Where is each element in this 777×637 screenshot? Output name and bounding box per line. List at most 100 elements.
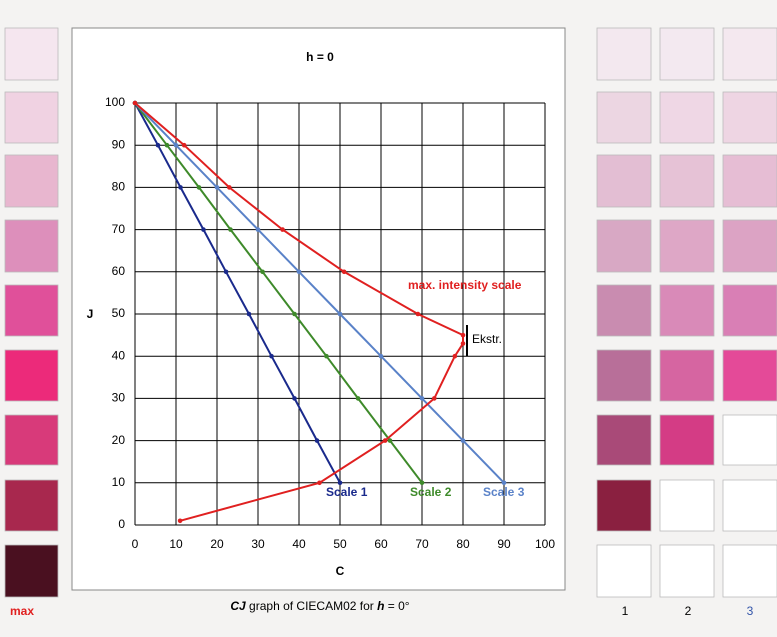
x-tick-label: 100 bbox=[535, 537, 555, 551]
point bbox=[227, 185, 232, 190]
x-tick-label: 50 bbox=[333, 537, 347, 551]
swatch bbox=[5, 285, 58, 336]
y-tick-label: 40 bbox=[112, 348, 126, 362]
swatch bbox=[597, 545, 651, 597]
caption-part: graph of CIECAM02 for bbox=[246, 599, 377, 613]
y-tick-label: 0 bbox=[118, 517, 125, 531]
point bbox=[174, 143, 179, 148]
swatch bbox=[5, 545, 58, 597]
swatch bbox=[597, 350, 651, 401]
point bbox=[133, 101, 138, 106]
point bbox=[317, 481, 322, 486]
swatch bbox=[5, 480, 58, 531]
point bbox=[315, 438, 320, 443]
point bbox=[420, 396, 425, 401]
series-label: Scale 1 bbox=[326, 485, 368, 499]
swatch bbox=[660, 92, 714, 143]
x-tick-label: 30 bbox=[251, 537, 265, 551]
swatch bbox=[597, 220, 651, 272]
caption-part: CJ bbox=[230, 599, 246, 613]
point bbox=[215, 185, 220, 190]
point bbox=[292, 312, 297, 317]
figure: h = 0 J C max CJ graph of CIECAM02 for h… bbox=[0, 0, 777, 637]
swatch bbox=[723, 220, 777, 272]
point bbox=[416, 312, 421, 317]
swatch bbox=[5, 415, 58, 465]
x-tick-label: 0 bbox=[132, 537, 139, 551]
swatch bbox=[5, 155, 58, 207]
x-tick-label: 60 bbox=[374, 537, 388, 551]
x-tick-label: 10 bbox=[169, 537, 183, 551]
point bbox=[356, 396, 361, 401]
column-label: 3 bbox=[747, 604, 754, 618]
swatch bbox=[660, 220, 714, 272]
y-tick-label: 30 bbox=[112, 391, 126, 405]
swatch bbox=[660, 155, 714, 207]
y-tick-label: 10 bbox=[112, 475, 126, 489]
y-tick-label: 60 bbox=[112, 264, 126, 278]
y-tick-label: 100 bbox=[105, 95, 125, 109]
series-label: Scale 3 bbox=[483, 485, 525, 499]
point bbox=[292, 396, 297, 401]
max-label: max bbox=[10, 604, 34, 618]
swatch bbox=[723, 480, 777, 531]
x-axis-label: C bbox=[336, 564, 345, 578]
swatch bbox=[597, 92, 651, 143]
point bbox=[342, 270, 347, 275]
y-tick-label: 20 bbox=[112, 433, 126, 447]
y-tick-label: 50 bbox=[112, 306, 126, 320]
swatch bbox=[723, 92, 777, 143]
point bbox=[324, 354, 329, 359]
swatch bbox=[597, 155, 651, 207]
swatch bbox=[660, 285, 714, 336]
point bbox=[280, 227, 285, 232]
swatch bbox=[723, 545, 777, 597]
x-tick-label: 70 bbox=[415, 537, 429, 551]
swatch bbox=[597, 480, 651, 531]
swatch bbox=[660, 545, 714, 597]
swatch bbox=[5, 350, 58, 401]
series-label: max. intensity scale bbox=[408, 278, 522, 292]
point bbox=[165, 143, 170, 148]
column-label: 1 bbox=[622, 604, 629, 618]
y-tick-label: 80 bbox=[112, 180, 126, 194]
swatch bbox=[723, 415, 777, 465]
swatch bbox=[723, 285, 777, 336]
point bbox=[256, 227, 261, 232]
point bbox=[156, 143, 161, 148]
swatch bbox=[597, 415, 651, 465]
series-label: Scale 2 bbox=[410, 485, 452, 499]
swatch bbox=[660, 350, 714, 401]
column-label: 2 bbox=[685, 604, 692, 618]
point bbox=[178, 518, 183, 523]
x-tick-label: 40 bbox=[292, 537, 306, 551]
swatch bbox=[5, 220, 58, 272]
x-tick-label: 80 bbox=[456, 537, 470, 551]
caption: CJ graph of CIECAM02 for h = 0° bbox=[230, 599, 409, 613]
swatch bbox=[660, 415, 714, 465]
swatch bbox=[723, 350, 777, 401]
point bbox=[453, 354, 458, 359]
x-tick-label: 20 bbox=[210, 537, 224, 551]
x-tick-label: 90 bbox=[497, 537, 511, 551]
left-swatches bbox=[5, 28, 58, 597]
point bbox=[338, 312, 343, 317]
swatch bbox=[723, 155, 777, 207]
y-tick-label: 70 bbox=[112, 222, 126, 236]
annotation: Ekstr. bbox=[472, 332, 502, 346]
point bbox=[461, 341, 466, 346]
point bbox=[461, 438, 466, 443]
point bbox=[461, 333, 466, 338]
swatch bbox=[660, 480, 714, 531]
swatch bbox=[5, 92, 58, 143]
swatch bbox=[5, 28, 58, 80]
caption-part: h bbox=[377, 599, 384, 613]
point bbox=[224, 270, 229, 275]
point bbox=[197, 185, 202, 190]
point bbox=[247, 312, 252, 317]
y-axis-label: J bbox=[87, 307, 94, 321]
swatch bbox=[723, 28, 777, 80]
swatch bbox=[597, 28, 651, 80]
point bbox=[228, 227, 233, 232]
swatch bbox=[597, 285, 651, 336]
